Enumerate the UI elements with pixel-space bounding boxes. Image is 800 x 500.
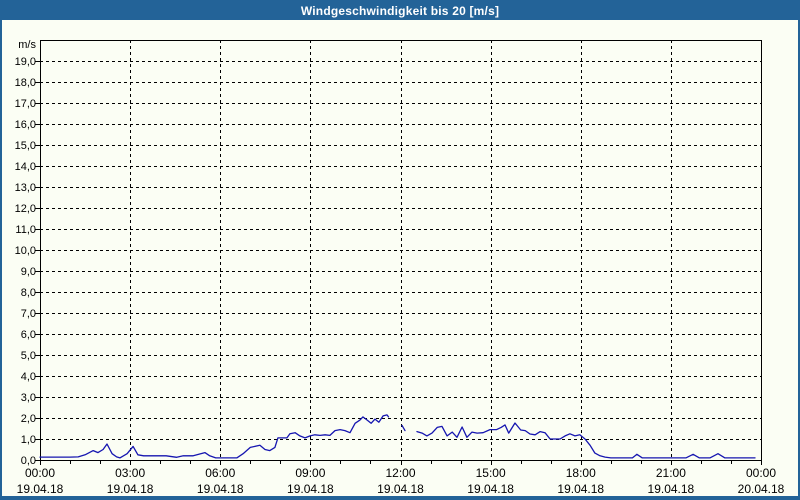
y-tick-label: 4,0 xyxy=(21,371,36,383)
x-tick-time-label: 15:00 xyxy=(476,466,506,480)
vertical-gridlines xyxy=(130,40,672,460)
x-tick-date-label: 20.04.18 xyxy=(738,482,785,496)
x-tick-date-label: 19.04.18 xyxy=(467,482,514,496)
axis-ticks xyxy=(35,61,762,465)
y-tick-label: 6,0 xyxy=(21,329,36,341)
x-tick-date-label: 19.04.18 xyxy=(17,482,64,496)
x-tick-time-label: 03:00 xyxy=(115,466,145,480)
y-tick-label: 18,0 xyxy=(15,77,36,89)
chart-area: 0,0 1,0 2,0 3,0 4,0 5,0 6,0 7,0 8,0 9,0 10,0 11,0 12… xyxy=(2,20,798,496)
x-tick-date-label: 19.04.18 xyxy=(557,482,604,496)
data-line-segment xyxy=(401,424,406,432)
y-tick-label: 12,0 xyxy=(15,203,36,215)
data-line-windgeschwindigkeit xyxy=(39,414,756,459)
x-tick-time-label: 00:00 xyxy=(25,466,55,480)
y-axis-labels: 0,0 1,0 2,0 3,0 4,0 5,0 6,0 7,0 8,0 9,0 10,0 11,0 12… xyxy=(15,56,36,467)
x-tick-date-label: 19.04.18 xyxy=(107,482,154,496)
y-tick-label: 11,0 xyxy=(15,224,36,236)
y-axis-unit-label: m/s xyxy=(18,39,36,51)
y-tick-label: 19,0 xyxy=(15,56,36,68)
data-line-segment xyxy=(416,422,756,459)
x-tick-time-label: 00:00 xyxy=(746,466,776,480)
y-tick-label: 1,0 xyxy=(21,434,36,446)
y-tick-label: 10,0 xyxy=(15,245,36,257)
x-tick-time-label: 09:00 xyxy=(295,466,325,480)
x-tick-time-label: 12:00 xyxy=(385,466,415,480)
horizontal-gridlines xyxy=(40,61,761,440)
x-tick-date-label: 19.04.18 xyxy=(287,482,334,496)
title-bar: Windgeschwindigkeit bis 20 [m/s] xyxy=(2,2,798,20)
wind-speed-chart: 0,0 1,0 2,0 3,0 4,0 5,0 6,0 7,0 8,0 9,0 10,0 11,0 12… xyxy=(15,39,785,496)
y-tick-label: 7,0 xyxy=(21,308,36,320)
y-tick-label: 15,0 xyxy=(15,140,36,152)
y-tick-label: 5,0 xyxy=(21,350,36,362)
y-tick-label: 3,0 xyxy=(21,392,36,404)
x-tick-time-label: 06:00 xyxy=(205,466,235,480)
x-axis-labels: 00:00 19.04.18 03:00 19.04.18 06:00 19.04.18 0… xyxy=(17,466,785,496)
data-line-segment xyxy=(39,414,390,459)
chart-title: Windgeschwindigkeit bis 20 [m/s] xyxy=(300,4,500,18)
y-tick-label: 0,0 xyxy=(21,455,36,467)
x-tick-date-label: 19.04.18 xyxy=(197,482,244,496)
y-tick-label: 17,0 xyxy=(15,98,36,110)
y-tick-label: 9,0 xyxy=(21,266,36,278)
y-tick-label: 2,0 xyxy=(21,413,36,425)
x-tick-date-label: 19.04.18 xyxy=(648,482,695,496)
x-tick-time-label: 21:00 xyxy=(656,466,686,480)
y-tick-label: 14,0 xyxy=(15,161,36,173)
y-tick-label: 16,0 xyxy=(15,119,36,131)
y-tick-label: 8,0 xyxy=(21,287,36,299)
x-tick-time-label: 18:00 xyxy=(566,466,596,480)
y-tick-label: 13,0 xyxy=(15,182,36,194)
x-tick-date-label: 19.04.18 xyxy=(377,482,424,496)
